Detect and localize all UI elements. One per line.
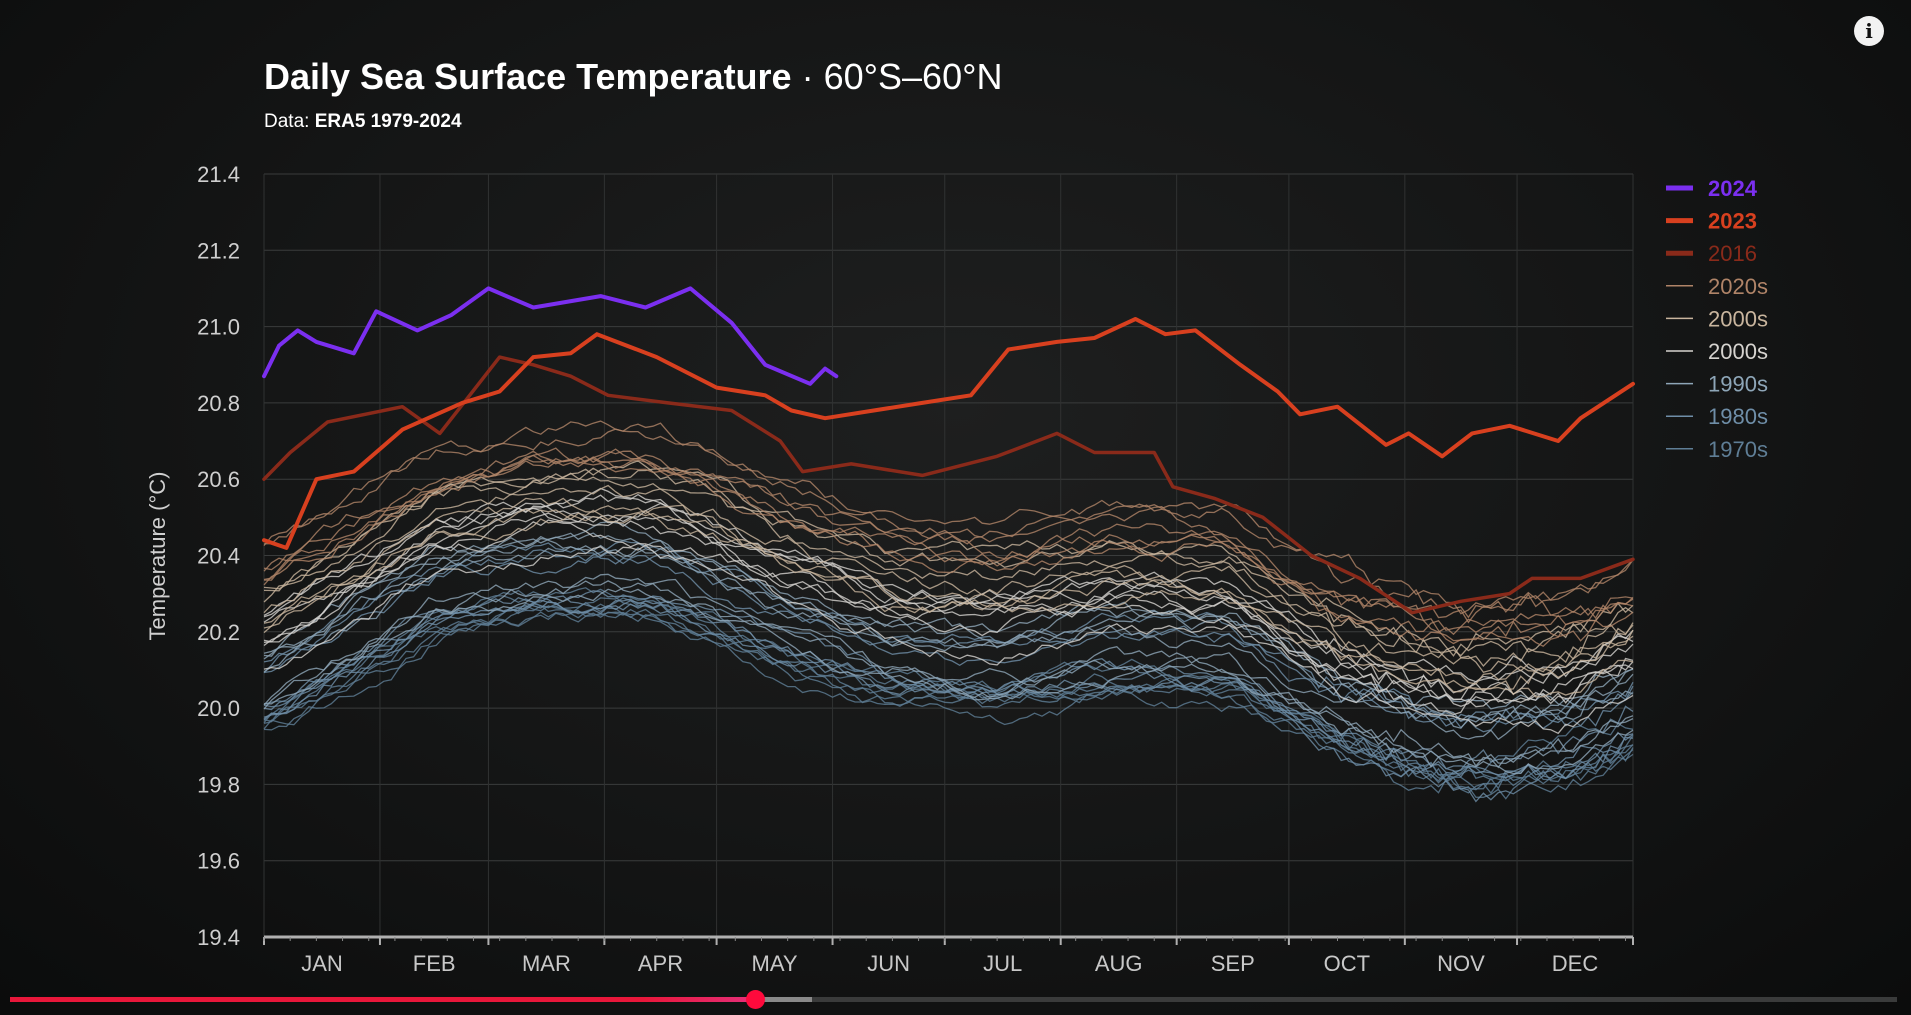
y-tick-label: 19.4 [197, 925, 240, 950]
subtitle-source: ERA5 1979-2024 [314, 111, 462, 132]
legend-label: 2016 [1708, 241, 1757, 266]
decade-line-2000s [263, 467, 1634, 657]
y-tick-label: 21.0 [197, 315, 240, 340]
decade-line-2000s [263, 508, 1634, 691]
decade-line-1990s [263, 582, 1634, 775]
month-label: FEB [413, 951, 456, 976]
series-line-2016 [262, 355, 1635, 615]
y-tick-label: 21.4 [197, 162, 240, 187]
y-tick-label: 20.8 [197, 391, 240, 416]
legend-label: 1990s [1708, 372, 1768, 397]
decade-line-1990s [263, 521, 1634, 729]
chart-subtitle: Data: ERA5 1979-2024 [264, 111, 462, 133]
decade-line-2000s [263, 472, 1634, 668]
decade-line-1980s [263, 551, 1634, 733]
y-tick-label: 19.6 [197, 849, 240, 874]
series-line-2024 [262, 286, 839, 386]
month-label: AUG [1095, 951, 1143, 976]
decade-line-1990s [264, 573, 1634, 765]
decade-line-2000s [263, 497, 1634, 698]
progress-scrubber[interactable] [746, 990, 766, 1009]
chart-title: Daily Sea Surface Temperature · 60°S–60°… [264, 56, 1003, 98]
legend-label: 2000s [1708, 339, 1768, 364]
y-tick-label: 21.2 [197, 238, 240, 263]
month-label: APR [638, 951, 683, 976]
decade-line-2020s [263, 420, 1634, 615]
decade-line-1980s [263, 540, 1634, 730]
y-tick-label: 20.2 [197, 620, 240, 645]
decade-line-2000s [263, 512, 1634, 716]
legend-label: 1980s [1708, 404, 1768, 429]
month-label: DEC [1552, 951, 1599, 976]
title-region: · 60°S–60°N [801, 56, 1003, 97]
decade-line-1990s [263, 535, 1634, 710]
decade-line-2000s [263, 519, 1634, 704]
decade-line-2000s [263, 484, 1634, 673]
legend-label: 2000s [1708, 306, 1768, 331]
month-label: JAN [301, 951, 343, 976]
decade-line-1980s [263, 599, 1634, 803]
legend-label: 2023 [1708, 209, 1757, 234]
decade-line-2000s [263, 544, 1634, 735]
title-main: Daily Sea Surface Temperature [264, 56, 792, 97]
month-label: JUL [983, 951, 1022, 976]
month-label: SEP [1211, 951, 1255, 976]
progress-played [10, 997, 756, 1002]
y-tick-label: 20.4 [197, 544, 240, 569]
legend-label: 2024 [1708, 176, 1758, 201]
month-label: NOV [1437, 951, 1485, 976]
decade-line-1970s [263, 604, 1634, 793]
decade-line-1990s [263, 545, 1634, 741]
legend-label: 2020s [1708, 274, 1768, 299]
video-progress-bar[interactable] [10, 990, 1897, 1009]
decade-line-2000s [263, 487, 1634, 694]
y-tick-label: 19.8 [197, 772, 240, 797]
decade-line-2000s [263, 507, 1634, 707]
y-axis-label: Temperature (°C) [145, 472, 170, 641]
legend-label: 1970s [1708, 437, 1768, 462]
y-tick-label: 20.0 [197, 696, 240, 721]
decade-line-1980s [263, 542, 1634, 724]
decade-line-2000s [263, 502, 1634, 701]
month-label: MAY [752, 951, 798, 976]
month-label: MAR [522, 951, 571, 976]
y-tick-label: 20.6 [197, 467, 240, 492]
month-label: JUN [867, 951, 910, 976]
month-label: OCT [1324, 951, 1370, 976]
decade-line-2020s [263, 450, 1634, 636]
decade-line-1980s [263, 598, 1634, 780]
decade-line-2020s [263, 448, 1634, 647]
subtitle-label: Data: [264, 111, 310, 132]
info-icon[interactable]: i [1854, 16, 1884, 46]
series-line-2023 [262, 317, 1635, 550]
